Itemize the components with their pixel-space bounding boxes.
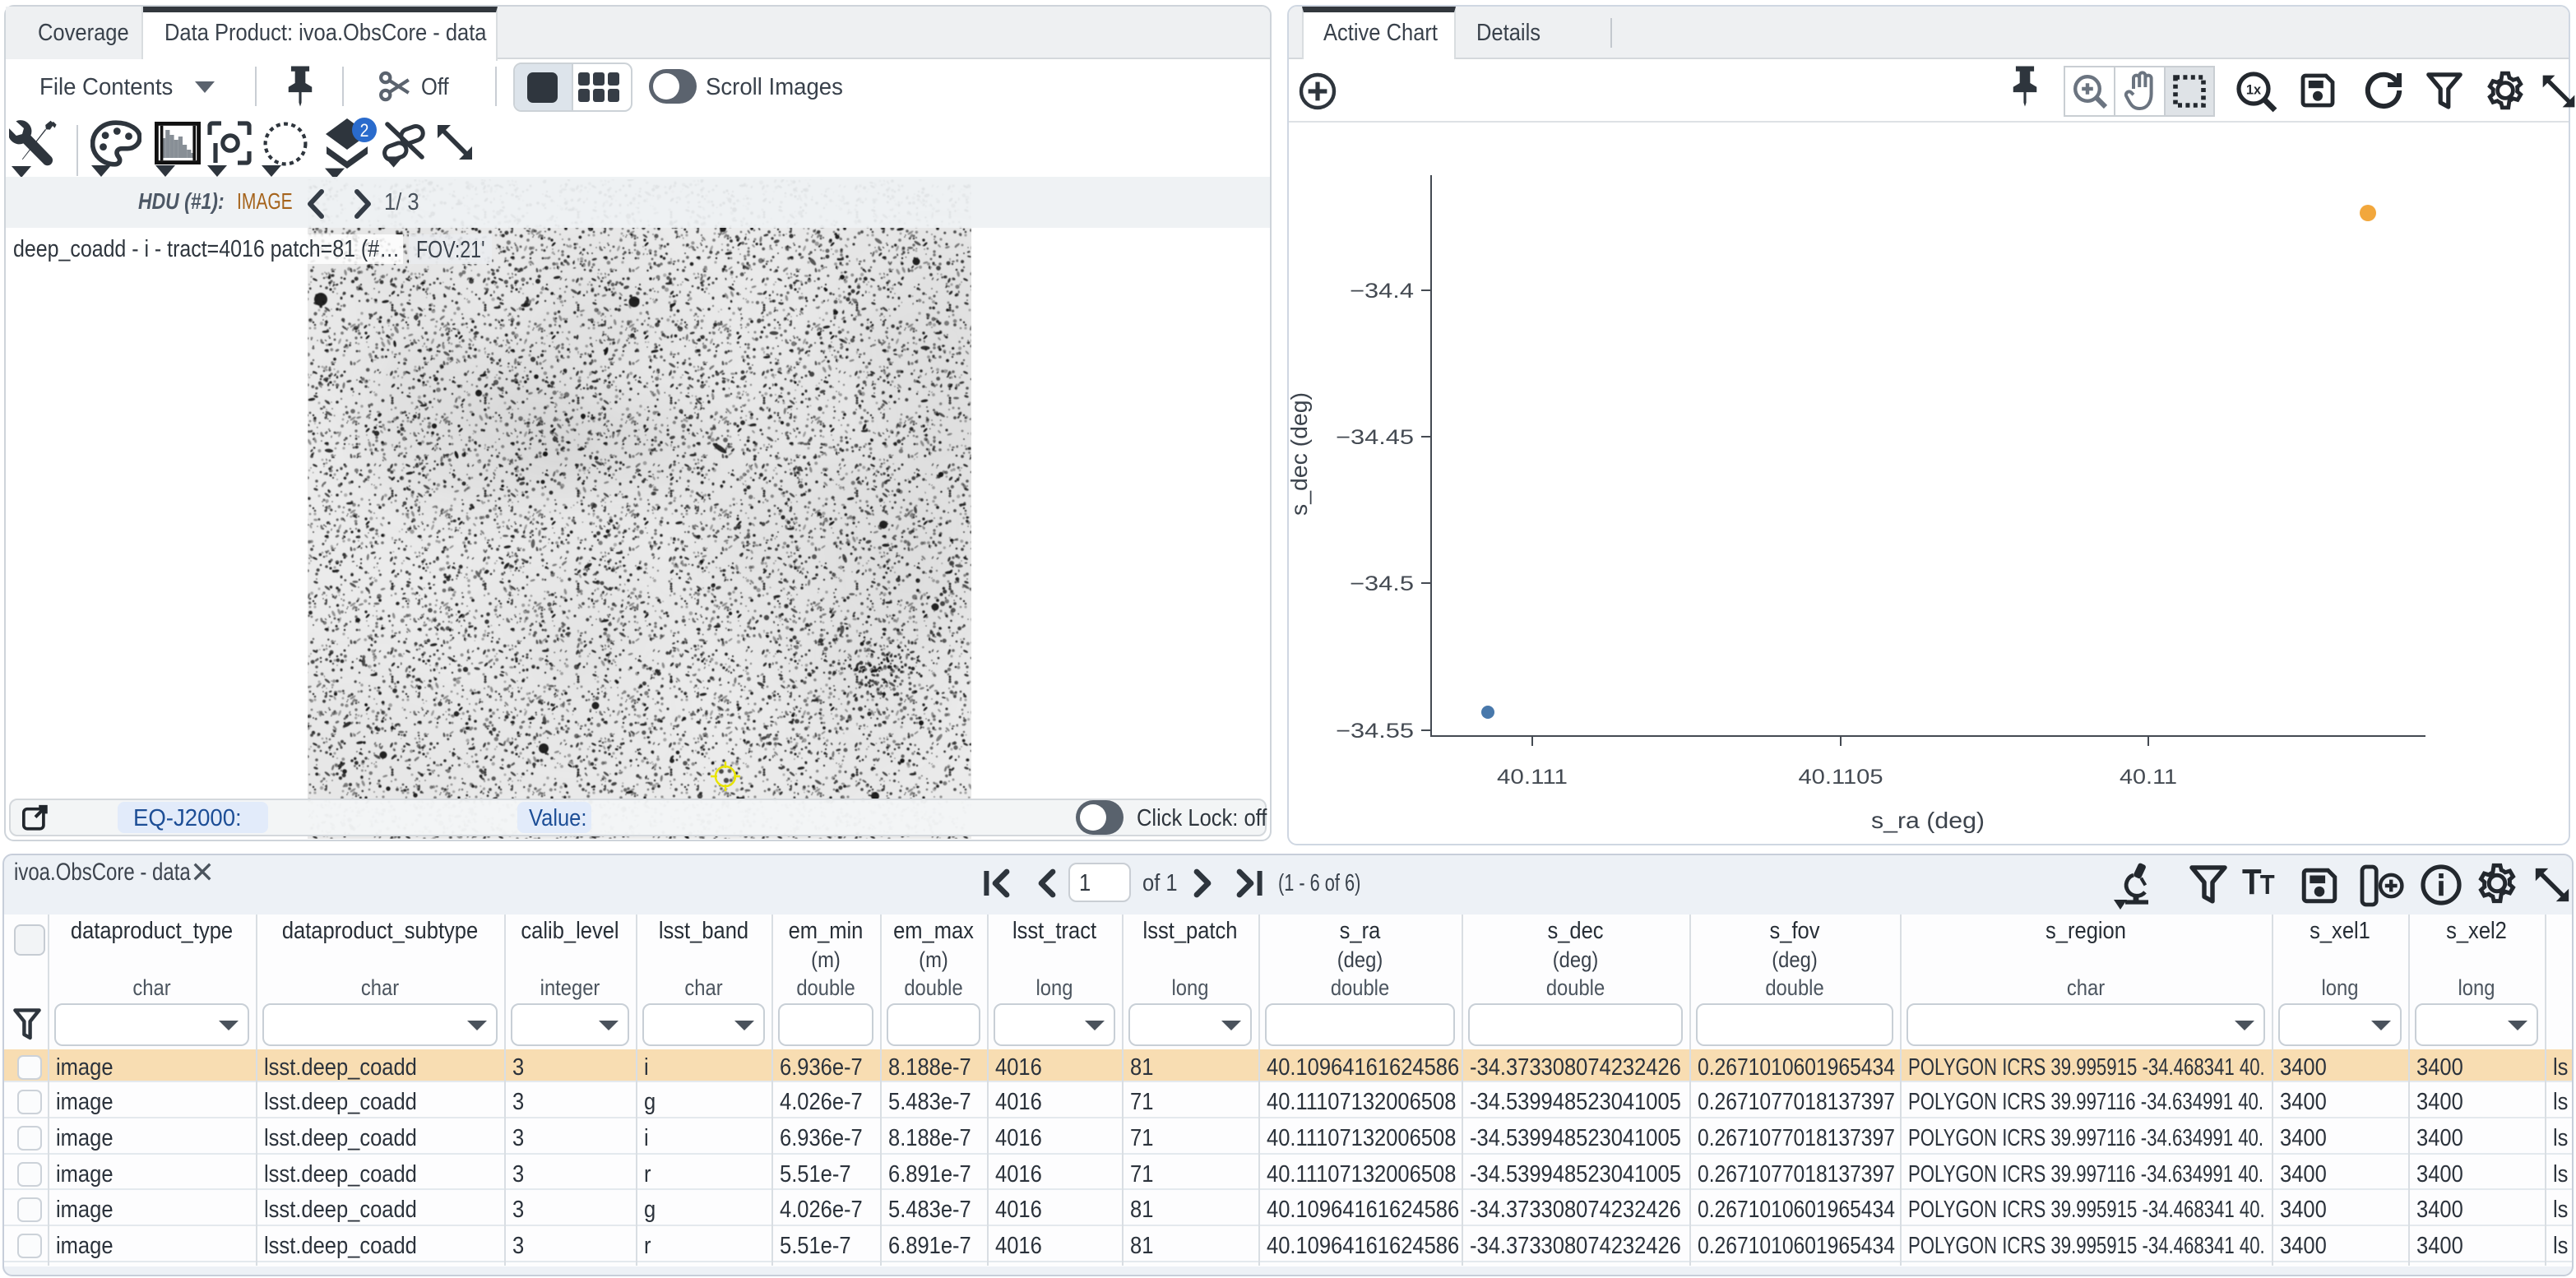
svg-text:40.11: 40.11 <box>2120 766 2177 789</box>
svg-text:−34.45: −34.45 <box>1336 426 1414 449</box>
svg-text:−34.55: −34.55 <box>1336 720 1414 743</box>
svg-text:−34.5: −34.5 <box>1350 572 1414 595</box>
svg-text:s_dec (deg): s_dec (deg) <box>1289 392 1312 516</box>
svg-text:40.111: 40.111 <box>1497 766 1568 789</box>
svg-text:40.1105: 40.1105 <box>1799 766 1883 789</box>
svg-text:1x: 1x <box>2246 82 2261 97</box>
svg-text:s_ra (deg): s_ra (deg) <box>1871 808 1985 833</box>
svg-text:−34.4: −34.4 <box>1350 280 1414 303</box>
